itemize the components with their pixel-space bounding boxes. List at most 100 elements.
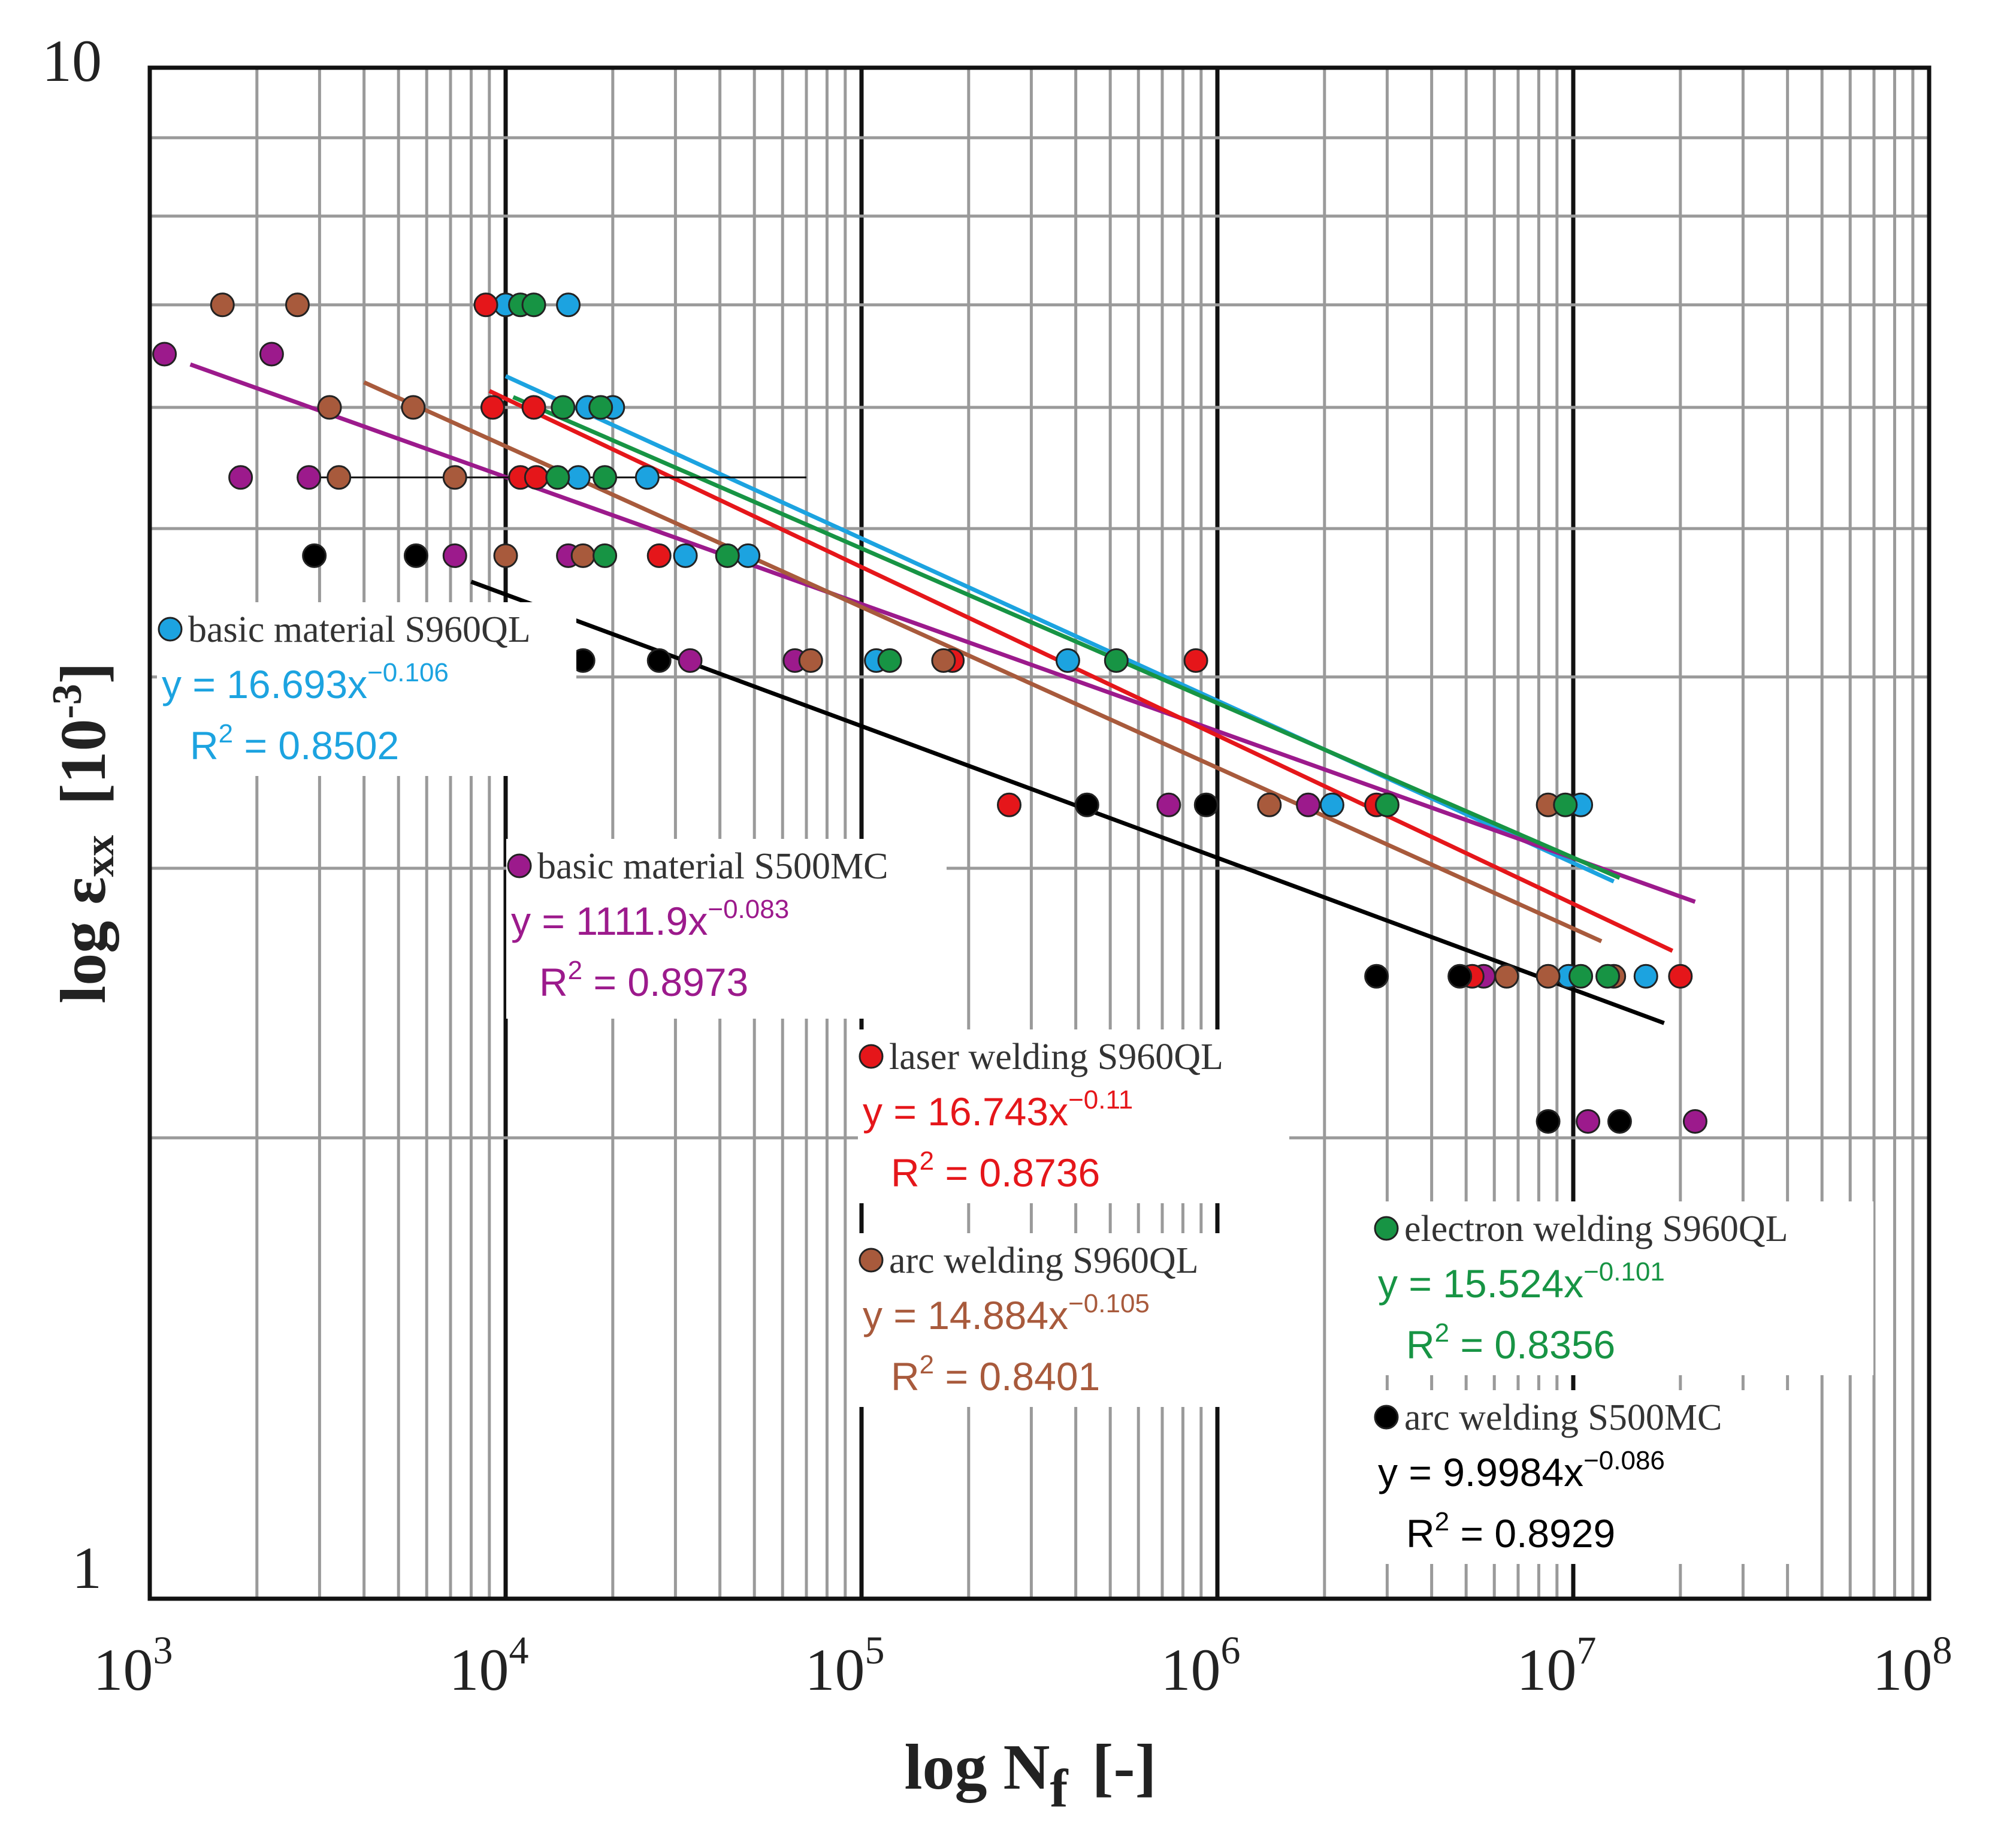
data-point xyxy=(493,543,518,568)
legend-equation: y = 14.884x−0.105 xyxy=(863,1289,1150,1337)
data-point xyxy=(798,648,823,673)
data-point xyxy=(646,543,672,568)
equation-exponent: −0.086 xyxy=(1583,1446,1665,1475)
legend-r2: R2 = 0.8401 xyxy=(891,1350,1100,1399)
legend-marker xyxy=(1374,1405,1399,1430)
data-point xyxy=(646,648,672,673)
y-axis-title: log εxx [10-3] xyxy=(44,662,123,1003)
data-point xyxy=(401,395,426,420)
data-point xyxy=(1296,792,1321,817)
x-tick-label: 103 xyxy=(93,1629,173,1703)
data-points xyxy=(152,292,1707,1134)
legend-r2: R2 = 0.8736 xyxy=(891,1146,1100,1195)
data-point xyxy=(931,648,956,673)
legend-equation: y = 1111.9x−0.083 xyxy=(511,895,789,943)
r2-value: = 0.8356 xyxy=(1449,1322,1615,1367)
data-point xyxy=(317,395,342,420)
x-tick-base: 10 xyxy=(805,1636,865,1703)
legend-1: basic material S500MC y = 1111.9x−0.083 R2… xyxy=(506,839,947,1019)
r2-superscript: 2 xyxy=(1435,1318,1449,1348)
data-point xyxy=(403,543,428,568)
r2-superscript: 2 xyxy=(1435,1507,1449,1536)
equation-base: y = 16.693x xyxy=(162,662,367,706)
data-point xyxy=(1447,964,1473,989)
x-tick-exponent: 8 xyxy=(1933,1629,1952,1672)
y-tick-label: 1 xyxy=(72,1535,102,1601)
r2-superscript: 2 xyxy=(920,1350,934,1379)
equation-exponent: −0.106 xyxy=(367,658,449,687)
data-point xyxy=(593,543,618,568)
legend-background xyxy=(157,602,576,776)
r2-value: = 0.8929 xyxy=(1449,1511,1615,1556)
legend-r2: R2 = 0.8502 xyxy=(190,719,399,768)
equation-exponent: −0.105 xyxy=(1068,1289,1150,1318)
r2-value: = 0.8736 xyxy=(934,1150,1100,1195)
y-tick-label: 10 xyxy=(42,28,102,94)
legend-4: electron welding S960QL y = 15.524x−0.101… xyxy=(1373,1201,1873,1375)
data-point xyxy=(521,292,546,318)
x-tick-base: 10 xyxy=(93,1636,153,1703)
r2-value: = 0.8973 xyxy=(582,960,748,1004)
x-tick-exponent: 4 xyxy=(509,1629,529,1672)
data-point xyxy=(1193,792,1219,817)
equation-base: y = 15.524x xyxy=(1378,1261,1583,1306)
data-point xyxy=(259,342,284,367)
x-tick-label: 105 xyxy=(805,1629,885,1703)
data-point xyxy=(545,465,570,490)
x-axis-main: log N xyxy=(905,1732,1050,1803)
y-axis-title-group: log εxx [10-3] xyxy=(44,662,123,1003)
legend-r2: R2 = 0.8356 xyxy=(1406,1318,1615,1367)
x-tick-exponent: 3 xyxy=(153,1629,173,1672)
equation-base: y = 9.9984x xyxy=(1378,1450,1583,1494)
x-tick-label: 106 xyxy=(1161,1629,1241,1703)
legend-marker xyxy=(859,1248,884,1273)
data-point xyxy=(1319,792,1344,817)
data-point xyxy=(877,648,902,673)
y-axis-main: log ε xyxy=(48,877,119,1004)
x-tick-label: 108 xyxy=(1873,1629,1952,1703)
data-point xyxy=(1595,964,1621,989)
data-point xyxy=(1607,1109,1632,1134)
data-point xyxy=(1682,1109,1707,1134)
data-point xyxy=(285,292,310,318)
legend-marker xyxy=(1374,1216,1399,1241)
y-axis-unit-exponent: -3 xyxy=(44,684,90,718)
data-point xyxy=(593,465,618,490)
r2-superscript: 2 xyxy=(568,956,582,985)
legend-background xyxy=(506,839,947,1019)
r2-value: = 0.8401 xyxy=(934,1354,1100,1399)
r2-superscript: 2 xyxy=(219,719,233,748)
equation-exponent: −0.083 xyxy=(708,895,789,924)
data-point xyxy=(588,395,613,420)
legend-equation: y = 15.524x−0.101 xyxy=(1378,1257,1665,1306)
trend-line-4 xyxy=(512,395,1621,880)
data-point xyxy=(473,292,498,318)
legend-name: arc welding S500MC xyxy=(1404,1397,1722,1438)
x-tick-label: 107 xyxy=(1517,1629,1597,1703)
data-point xyxy=(1553,792,1578,817)
data-point xyxy=(442,543,467,568)
equation-base: y = 14.884x xyxy=(863,1293,1068,1337)
data-point xyxy=(327,465,352,490)
x-axis-unit: [-] xyxy=(1092,1732,1157,1803)
data-point xyxy=(442,465,467,490)
legend-marker xyxy=(158,617,183,642)
r2-label: R xyxy=(1406,1322,1435,1367)
data-point xyxy=(678,648,703,673)
x-tick-base: 10 xyxy=(1161,1636,1221,1703)
legend-name: electron welding S960QL xyxy=(1404,1209,1788,1249)
r2-superscript: 2 xyxy=(920,1146,934,1176)
y-axis-unit: [10 xyxy=(48,719,119,805)
x-tick-base: 10 xyxy=(1517,1636,1577,1703)
data-point xyxy=(524,465,549,490)
x-tick-exponent: 5 xyxy=(865,1629,885,1672)
data-point xyxy=(297,465,322,490)
data-point xyxy=(1104,648,1129,673)
data-point xyxy=(715,543,740,568)
data-point xyxy=(1576,1109,1601,1134)
legend-3: arc welding S960QL y = 14.884x−0.105 R2 = … xyxy=(858,1233,1289,1407)
data-point xyxy=(1668,964,1693,989)
